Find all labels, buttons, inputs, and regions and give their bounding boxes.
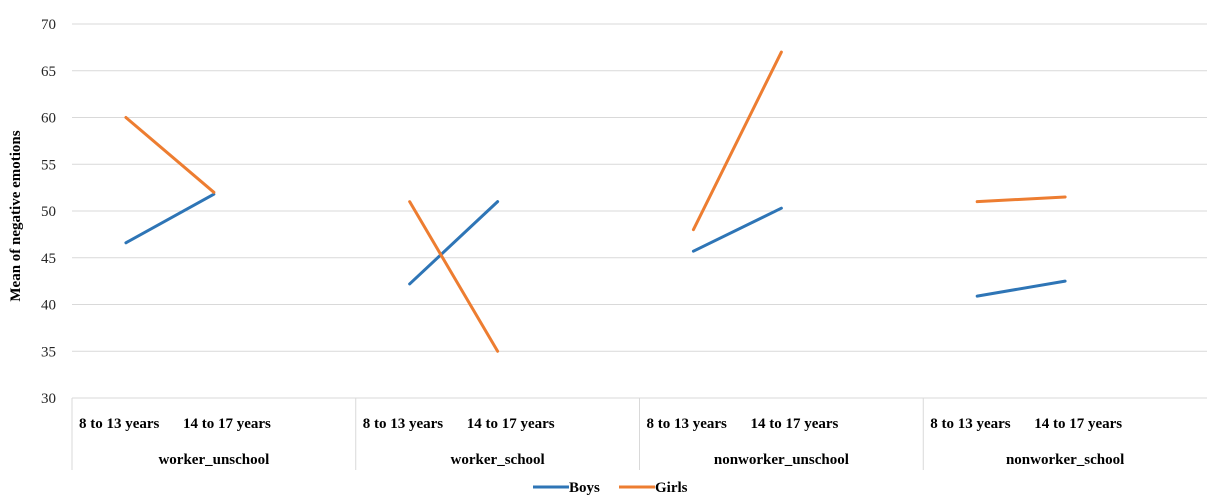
x-axis: 8 to 13 years 14 to 17 years worker_unscho… <box>71 398 1124 470</box>
y-tick-label: 45 <box>41 251 56 267</box>
series-line-girls <box>691 50 783 232</box>
y-tick-label: 65 <box>41 64 56 80</box>
series-line-girls <box>975 195 1067 204</box>
x-category-label: 8 to 13 years <box>79 416 160 432</box>
legend-label-girls: Girls <box>655 480 688 496</box>
x-category-label: 14 to 17 years <box>467 416 555 432</box>
x-group-label: worker_unschool <box>158 452 269 468</box>
series-line-boys <box>408 200 500 286</box>
x-category-label: 14 to 17 years <box>183 416 271 432</box>
x-category-label: 14 to 17 years <box>751 416 839 432</box>
series-line-girls <box>408 200 500 353</box>
y-axis-title: Mean of negative emotions <box>8 130 24 301</box>
x-category-label: 8 to 13 years <box>363 416 444 432</box>
legend: Boys Girls <box>533 480 688 496</box>
x-category-label: 8 to 13 years <box>647 416 728 432</box>
x-category-label: 8 to 13 years <box>930 416 1011 432</box>
y-tick-label: 40 <box>41 298 56 314</box>
y-tick-label: 35 <box>41 344 56 360</box>
series-line-boys <box>975 279 1067 298</box>
series-line-girls <box>124 116 216 194</box>
series-line-boys <box>124 192 216 245</box>
y-tick-label: 30 <box>41 391 56 407</box>
y-tick-label: 55 <box>41 157 56 173</box>
gridlines <box>72 23 1207 399</box>
y-axis-ticks: 30 35 40 45 50 55 60 65 70 <box>41 17 56 407</box>
y-tick-label: 70 <box>41 17 56 33</box>
y-tick-label: 50 <box>41 204 56 220</box>
x-group-label: nonworker_unschool <box>714 452 849 468</box>
x-group-label: worker_school <box>451 452 545 468</box>
y-tick-label: 60 <box>41 111 56 127</box>
series-line-boys <box>691 206 783 253</box>
legend-label-boys: Boys <box>569 480 600 496</box>
x-category-label: 14 to 17 years <box>1034 416 1122 432</box>
x-group-label: nonworker_school <box>1006 452 1124 468</box>
series-lines <box>124 50 1067 353</box>
